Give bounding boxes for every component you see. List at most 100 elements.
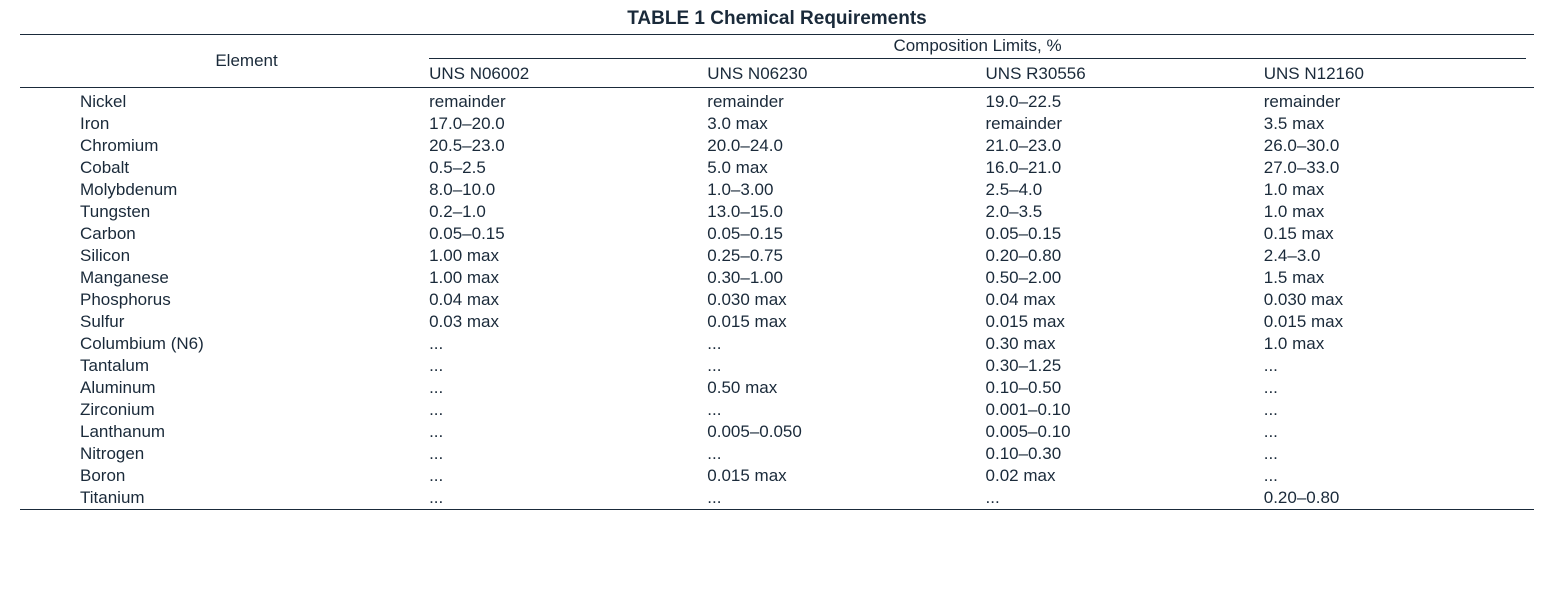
value-cell: 1.0 max bbox=[1256, 333, 1534, 355]
value-cell: 0.030 max bbox=[699, 289, 977, 311]
value-cell: ... bbox=[421, 333, 699, 355]
value-cell: 0.05–0.15 bbox=[699, 223, 977, 245]
value-cell: ... bbox=[421, 465, 699, 487]
value-cell: ... bbox=[1256, 355, 1534, 377]
element-cell: Boron bbox=[20, 465, 421, 487]
value-cell: ... bbox=[978, 487, 1256, 510]
value-cell: 2.4–3.0 bbox=[1256, 245, 1534, 267]
table-row: Tungsten0.2–1.013.0–15.02.0–3.51.0 max bbox=[20, 201, 1534, 223]
element-cell: Nickel bbox=[20, 88, 421, 114]
value-cell: 3.5 max bbox=[1256, 113, 1534, 135]
value-cell: 16.0–21.0 bbox=[978, 157, 1256, 179]
table-row: Tantalum......0.30–1.25... bbox=[20, 355, 1534, 377]
table-row: Lanthanum...0.005–0.0500.005–0.10... bbox=[20, 421, 1534, 443]
value-cell: 1.00 max bbox=[421, 267, 699, 289]
table-row: Molybdenum8.0–10.01.0–3.002.5–4.01.0 max bbox=[20, 179, 1534, 201]
element-cell: Manganese bbox=[20, 267, 421, 289]
element-cell: Columbium (N6) bbox=[20, 333, 421, 355]
value-cell: ... bbox=[699, 399, 977, 421]
table-row: Columbium (N6)......0.30 max1.0 max bbox=[20, 333, 1534, 355]
value-cell: 8.0–10.0 bbox=[421, 179, 699, 201]
value-cell: 2.5–4.0 bbox=[978, 179, 1256, 201]
table-row: Cobalt0.5–2.55.0 max16.0–21.027.0–33.0 bbox=[20, 157, 1534, 179]
value-cell: 20.0–24.0 bbox=[699, 135, 977, 157]
value-cell: remainder bbox=[421, 88, 699, 114]
element-cell: Chromium bbox=[20, 135, 421, 157]
table-row: Silicon1.00 max0.25–0.750.20–0.802.4–3.0 bbox=[20, 245, 1534, 267]
value-cell: 0.02 max bbox=[978, 465, 1256, 487]
value-cell: 0.50–2.00 bbox=[978, 267, 1256, 289]
element-cell: Sulfur bbox=[20, 311, 421, 333]
value-cell: ... bbox=[421, 443, 699, 465]
value-cell: 1.0 max bbox=[1256, 179, 1534, 201]
value-cell: 0.50 max bbox=[699, 377, 977, 399]
value-cell: 0.10–0.50 bbox=[978, 377, 1256, 399]
value-cell: 0.005–0.050 bbox=[699, 421, 977, 443]
value-cell: 1.00 max bbox=[421, 245, 699, 267]
value-cell: 0.30–1.25 bbox=[978, 355, 1256, 377]
element-cell: Carbon bbox=[20, 223, 421, 245]
value-cell: 0.10–0.30 bbox=[978, 443, 1256, 465]
value-cell: remainder bbox=[1256, 88, 1534, 114]
value-cell: ... bbox=[1256, 443, 1534, 465]
value-cell: ... bbox=[699, 333, 977, 355]
value-cell: 0.05–0.15 bbox=[978, 223, 1256, 245]
value-cell: 27.0–33.0 bbox=[1256, 157, 1534, 179]
element-cell: Nitrogen bbox=[20, 443, 421, 465]
value-cell: 0.15 max bbox=[1256, 223, 1534, 245]
value-cell: 1.5 max bbox=[1256, 267, 1534, 289]
col-header-element: Element bbox=[20, 35, 421, 88]
table-body: Nickelremainderremainder19.0–22.5remaind… bbox=[20, 88, 1534, 510]
value-cell: 0.03 max bbox=[421, 311, 699, 333]
col-header-span: Composition Limits, % bbox=[429, 36, 1526, 59]
table-row: Titanium.........0.20–0.80 bbox=[20, 487, 1534, 510]
table-row: Nickelremainderremainder19.0–22.5remaind… bbox=[20, 88, 1534, 114]
col-header-0: UNS N06002 bbox=[421, 61, 699, 88]
element-cell: Silicon bbox=[20, 245, 421, 267]
value-cell: 21.0–23.0 bbox=[978, 135, 1256, 157]
element-cell: Molybdenum bbox=[20, 179, 421, 201]
value-cell: ... bbox=[421, 355, 699, 377]
value-cell: ... bbox=[421, 421, 699, 443]
col-header-3: UNS N12160 bbox=[1256, 61, 1534, 88]
value-cell: 0.005–0.10 bbox=[978, 421, 1256, 443]
value-cell: 0.05–0.15 bbox=[421, 223, 699, 245]
element-cell: Phosphorus bbox=[20, 289, 421, 311]
value-cell: 20.5–23.0 bbox=[421, 135, 699, 157]
value-cell: 1.0–3.00 bbox=[699, 179, 977, 201]
value-cell: ... bbox=[421, 399, 699, 421]
value-cell: 0.030 max bbox=[1256, 289, 1534, 311]
table-row: Phosphorus0.04 max0.030 max0.04 max0.030… bbox=[20, 289, 1534, 311]
element-cell: Aluminum bbox=[20, 377, 421, 399]
value-cell: remainder bbox=[978, 113, 1256, 135]
table-row: Carbon0.05–0.150.05–0.150.05–0.150.15 ma… bbox=[20, 223, 1534, 245]
value-cell: 0.015 max bbox=[978, 311, 1256, 333]
value-cell: ... bbox=[1256, 421, 1534, 443]
value-cell: 2.0–3.5 bbox=[978, 201, 1256, 223]
value-cell: ... bbox=[421, 377, 699, 399]
value-cell: 0.30–1.00 bbox=[699, 267, 977, 289]
chemical-requirements-table: Element Composition Limits, % UNS N06002… bbox=[20, 34, 1534, 510]
value-cell: 13.0–15.0 bbox=[699, 201, 977, 223]
value-cell: 26.0–30.0 bbox=[1256, 135, 1534, 157]
value-cell: 0.5–2.5 bbox=[421, 157, 699, 179]
value-cell: 0.30 max bbox=[978, 333, 1256, 355]
value-cell: 17.0–20.0 bbox=[421, 113, 699, 135]
table-row: Nitrogen......0.10–0.30... bbox=[20, 443, 1534, 465]
value-cell: 0.20–0.80 bbox=[1256, 487, 1534, 510]
value-cell: 0.015 max bbox=[1256, 311, 1534, 333]
col-header-1: UNS N06230 bbox=[699, 61, 977, 88]
value-cell: ... bbox=[1256, 465, 1534, 487]
value-cell: ... bbox=[1256, 377, 1534, 399]
value-cell: remainder bbox=[699, 88, 977, 114]
col-header-2: UNS R30556 bbox=[978, 61, 1256, 88]
table-row: Sulfur0.03 max0.015 max0.015 max0.015 ma… bbox=[20, 311, 1534, 333]
value-cell: 1.0 max bbox=[1256, 201, 1534, 223]
element-cell: Titanium bbox=[20, 487, 421, 510]
value-cell: ... bbox=[1256, 399, 1534, 421]
value-cell: 0.001–0.10 bbox=[978, 399, 1256, 421]
element-cell: Lanthanum bbox=[20, 421, 421, 443]
element-cell: Zirconium bbox=[20, 399, 421, 421]
element-cell: Cobalt bbox=[20, 157, 421, 179]
table-row: Chromium20.5–23.020.0–24.021.0–23.026.0–… bbox=[20, 135, 1534, 157]
